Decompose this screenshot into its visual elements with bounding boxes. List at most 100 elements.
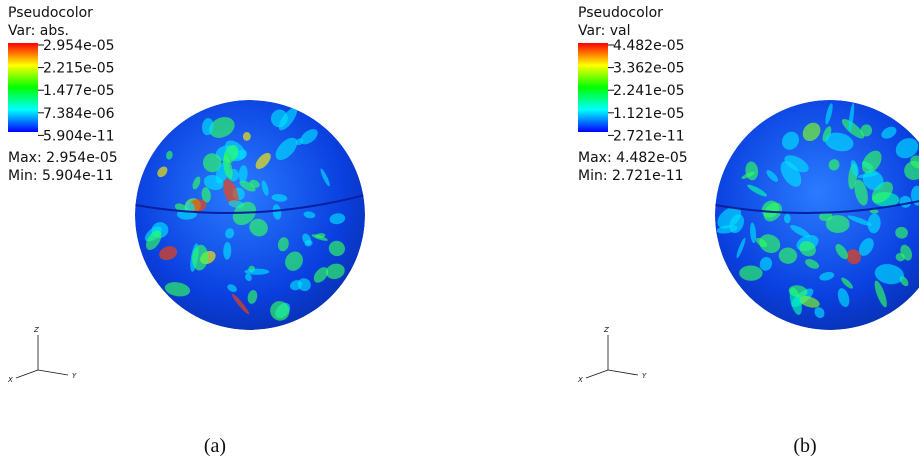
sphere-pattern	[320, 168, 330, 187]
sphere-pattern	[244, 268, 270, 275]
sphere-pattern	[166, 150, 173, 160]
sphere-pattern	[739, 265, 763, 281]
sphere-pattern	[302, 233, 312, 245]
sphere-pattern	[717, 207, 742, 229]
sphere-pattern	[783, 213, 791, 224]
axis-y-label: Y	[72, 372, 77, 380]
sphere-pattern	[802, 122, 821, 142]
sphere-pattern	[285, 251, 303, 271]
sphere-pattern	[824, 132, 854, 152]
legend-max: Max: 4.482e-05	[578, 150, 688, 166]
sphere-pattern	[867, 213, 881, 234]
sphere-pattern	[297, 278, 311, 292]
legend-variable: Var: abs.	[8, 23, 69, 39]
sphere-pattern	[846, 249, 861, 265]
axis-y	[37, 369, 69, 376]
sphere-pattern	[328, 240, 345, 257]
sphere-pattern	[255, 152, 271, 170]
sphere-pattern	[249, 218, 268, 237]
legend-variable: Var: val	[578, 23, 631, 39]
sphere-pattern	[847, 215, 872, 226]
sphere-seam	[135, 194, 365, 214]
sphere-pattern	[249, 179, 260, 188]
sphere-pattern	[778, 247, 798, 264]
legend-tick-label: 7.384e-06	[43, 106, 115, 122]
sphere-pattern	[854, 179, 868, 206]
axis-z-label: Z	[33, 326, 39, 334]
sphere-pattern	[145, 230, 162, 251]
sphere-pattern	[895, 138, 919, 159]
sphere-pattern	[159, 246, 178, 261]
sphere-pattern	[271, 194, 288, 202]
sphere-pattern	[788, 285, 808, 298]
sphere-pattern	[860, 124, 873, 137]
sphere-pattern	[825, 103, 833, 125]
sphere-pattern	[857, 172, 878, 178]
legend-tick-label: 2.215e-05	[43, 61, 115, 77]
sphere-pattern	[881, 126, 897, 139]
sphere-pattern	[841, 119, 865, 139]
axis-x	[15, 369, 39, 379]
sphere-pattern	[766, 170, 779, 182]
sphere-pattern	[848, 102, 855, 132]
sphere-seam	[715, 194, 919, 214]
sphere-pattern	[238, 165, 248, 183]
sphere-pattern	[227, 284, 237, 293]
sphere-pattern	[247, 289, 258, 304]
sphere-pattern	[759, 234, 781, 254]
legend-tick-label: 2.241e-05	[613, 83, 685, 99]
legend-max: Max: 2.954e-05	[8, 150, 118, 166]
sphere-pattern	[245, 273, 252, 282]
sphere-pattern	[780, 160, 802, 187]
sphere-pattern	[157, 166, 168, 178]
legend-tick-label: 1.121e-05	[613, 106, 685, 122]
legend-tick-label: 5.904e-11	[43, 128, 115, 144]
sphere-pattern	[192, 176, 201, 190]
sphere-pattern	[837, 288, 850, 307]
caption: (a)	[204, 435, 226, 457]
sphere-pattern	[313, 267, 329, 283]
panel: Pseudocolor Var: abs.2.954e-05 2.215e-05 1.…	[7, 5, 365, 457]
sphere-pattern	[895, 253, 905, 262]
sphere-pattern	[225, 228, 235, 239]
sphere-pattern	[203, 175, 224, 191]
legend-tick-label: 3.362e-05	[613, 61, 685, 77]
sphere-pattern	[202, 153, 222, 173]
sphere-pattern	[223, 241, 232, 260]
axis-x-label: X	[7, 376, 13, 384]
sphere-pattern	[242, 132, 251, 141]
sphere-pattern	[750, 222, 757, 244]
sphere-pattern	[910, 185, 919, 206]
sphere-pattern	[223, 155, 233, 180]
color-bar	[8, 43, 38, 132]
sphere-pattern	[164, 282, 191, 297]
sphere-pattern	[874, 264, 904, 285]
sphere-pattern	[329, 213, 346, 225]
axis-z-label: Z	[603, 326, 609, 334]
sphere-pattern	[841, 277, 853, 289]
axis-x-label: X	[577, 376, 583, 384]
sphere-pattern	[303, 211, 316, 219]
caption: (b)	[793, 435, 816, 457]
sphere-pattern	[781, 131, 800, 150]
sphere-pattern	[272, 204, 282, 220]
legend-tick-label: 4.482e-05	[613, 38, 685, 54]
legend-tick-label: 2.954e-05	[43, 38, 115, 54]
sphere-pattern	[835, 244, 848, 260]
sphere-pattern	[799, 296, 820, 308]
sphere-pattern	[300, 129, 318, 145]
sphere-pattern	[874, 280, 887, 308]
sphere-pattern	[747, 184, 767, 197]
sphere-pattern	[325, 263, 345, 280]
sphere-pattern	[275, 137, 298, 161]
axis-y	[607, 369, 639, 376]
sphere-pattern	[822, 126, 832, 142]
sphere-pattern	[819, 212, 833, 222]
sphere-pattern	[895, 226, 908, 239]
legend-title: Pseudocolor	[578, 5, 663, 21]
sphere-pattern	[277, 237, 289, 252]
sphere-pattern	[192, 244, 209, 271]
sphere-pattern	[814, 307, 825, 319]
sphere-pattern	[790, 225, 811, 238]
